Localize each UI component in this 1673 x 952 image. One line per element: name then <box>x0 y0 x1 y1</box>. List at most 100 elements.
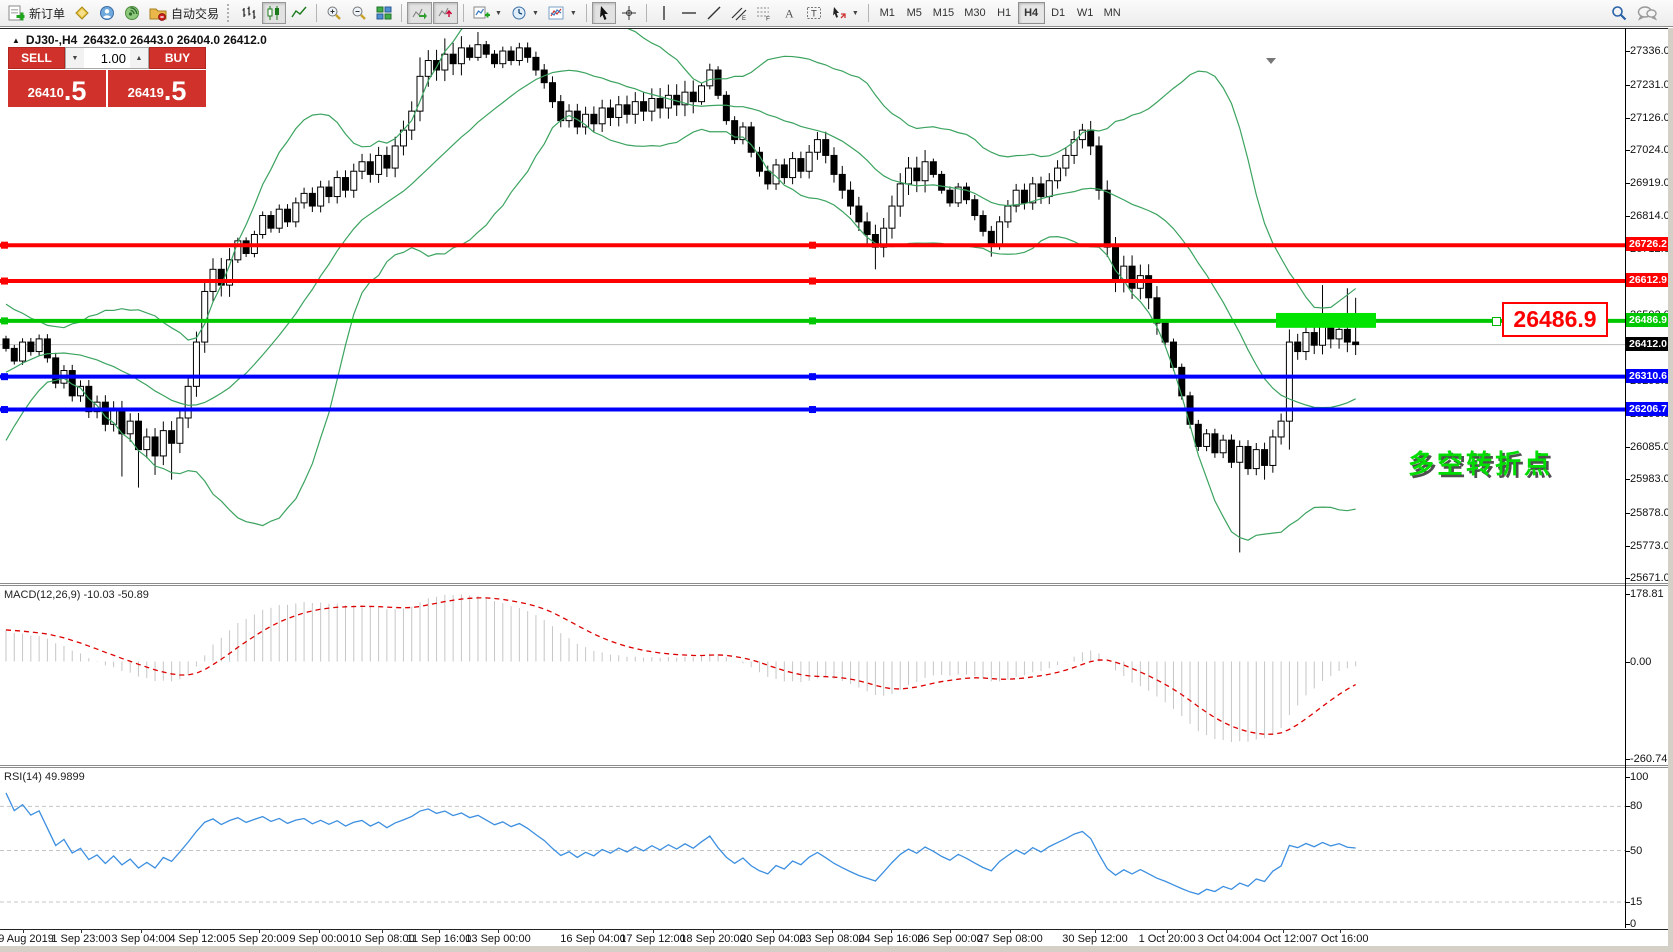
text-tool-button[interactable]: A <box>777 2 801 24</box>
time-tickmark <box>199 929 200 933</box>
text-icon: A <box>785 7 794 21</box>
time-label: 9 Sep 00:00 <box>289 933 349 945</box>
price-tick: 25878.0 <box>1630 506 1670 519</box>
line-handle[interactable] <box>1492 317 1501 326</box>
zoom-in-icon <box>327 6 341 20</box>
cursor-icon <box>599 6 608 20</box>
rsi-panel[interactable] <box>0 768 1625 928</box>
search-icon[interactable] <box>1611 5 1627 21</box>
timeframe-button-mn[interactable]: MN <box>1099 2 1126 24</box>
trendline-tool-button[interactable] <box>702 2 726 24</box>
volume-decrease-button[interactable]: ▼ <box>66 48 84 68</box>
zoom-out-button[interactable] <box>347 2 371 24</box>
time-label: 18 Sep 20:00 <box>680 933 746 945</box>
rsi-tick: 80 <box>1630 800 1643 813</box>
timeframe-button-m1[interactable]: M1 <box>874 2 901 24</box>
timeframe-button-m30[interactable]: M30 <box>959 2 990 24</box>
chart-line-button[interactable] <box>287 2 311 24</box>
autotrade-button[interactable]: 自动交易 <box>145 2 223 24</box>
price-level-tag: 26612.9 <box>1626 273 1673 288</box>
time-tickmark <box>593 929 594 933</box>
chart-shift-marker[interactable] <box>1266 58 1276 64</box>
timeframe-button-d1[interactable]: D1 <box>1045 2 1072 24</box>
toolbar-separator <box>585 4 587 22</box>
horizontal-line-tool-button[interactable] <box>677 2 701 24</box>
new-chart-icon <box>473 6 491 19</box>
volume-increase-button[interactable]: ▲ <box>130 48 148 68</box>
chat-icon[interactable] <box>1637 5 1657 21</box>
bar-chart-icon <box>242 6 256 19</box>
volume-stepper: ▼ ▲ <box>65 47 149 69</box>
price-axis-line <box>1625 28 1626 928</box>
line-chart-icon <box>291 6 307 18</box>
timeframe-button-h1[interactable]: H1 <box>991 2 1018 24</box>
bottom-strip <box>0 946 1673 952</box>
tile-windows-button[interactable] <box>372 2 396 24</box>
text-label-tool-button[interactable]: T <box>802 2 826 24</box>
zoom-in-button[interactable] <box>322 2 346 24</box>
signals-button[interactable] <box>120 2 144 24</box>
rsi-tick: 15 <box>1630 895 1643 908</box>
toolbar-separator <box>645 4 647 22</box>
period-clock-button[interactable]: ▼ <box>507 2 543 24</box>
timeframe-button-w1[interactable]: W1 <box>1072 2 1099 24</box>
panel-separator[interactable] <box>0 765 1673 768</box>
fibonacci-tool-button[interactable]: F <box>752 2 776 24</box>
rsi-tick-tickmark <box>1625 924 1630 925</box>
time-label: 1 Sep 23:00 <box>51 933 111 945</box>
time-label: 29 Aug 2019 <box>0 933 54 945</box>
chart-annotation-text[interactable]: 多空转折点 <box>1408 449 1554 479</box>
auto-scroll-button[interactable] <box>407 2 433 24</box>
profile-icon <box>75 6 89 20</box>
time-label: 5 Sep 20:00 <box>229 933 289 945</box>
profile-button[interactable] <box>70 2 94 24</box>
dropdown-caret-icon: ▼ <box>569 9 577 17</box>
vertical-line-icon <box>663 6 665 20</box>
autotrade-icon <box>149 8 167 21</box>
chart-candles-button[interactable] <box>262 2 287 24</box>
volume-input[interactable] <box>84 48 130 68</box>
time-label: 1 Oct 20:00 <box>1138 933 1196 945</box>
macd-panel[interactable] <box>0 586 1625 765</box>
toolbar-grip <box>227 4 233 22</box>
chart-bars-button[interactable] <box>237 2 261 24</box>
chart-shift-button[interactable] <box>433 2 459 24</box>
community-icon <box>100 6 115 20</box>
channel-tool-button[interactable]: E <box>727 2 751 24</box>
main-chart-panel[interactable]: ▲ DJ30-,H4 26432.0 26443.0 26404.0 26412… <box>0 28 1673 584</box>
arrows-tool-button[interactable]: ▼ <box>827 2 863 24</box>
time-label: 7 Oct 16:00 <box>1311 933 1369 945</box>
buy-price-display[interactable]: 26419 .5 <box>108 70 206 107</box>
macd-plot <box>5 594 1357 743</box>
panel-separator[interactable] <box>0 583 1673 586</box>
buy-button[interactable]: BUY <box>149 47 206 69</box>
timeframe-button-m15[interactable]: M15 <box>928 2 959 24</box>
price-tick-tickmark <box>1625 447 1630 449</box>
collapse-arrow-icon[interactable]: ▲ <box>12 35 20 45</box>
macd-tick-tickmark <box>1625 759 1630 761</box>
cursor-tool-button[interactable] <box>591 2 616 24</box>
indicators-button[interactable]: ▼ <box>544 2 581 24</box>
sell-button[interactable]: SELL <box>8 47 65 69</box>
price-callout-label[interactable]: 26486.9 <box>1502 302 1608 337</box>
crosshair-tool-button[interactable] <box>617 2 641 24</box>
time-tickmark <box>81 929 82 933</box>
macd-tick: -260.74 <box>1630 753 1668 766</box>
time-label: 11 Sep 16:00 <box>406 933 472 945</box>
time-label: 24 Sep 16:00 <box>858 933 924 945</box>
community-button[interactable] <box>95 2 119 24</box>
trendline-icon <box>707 6 721 20</box>
sell-price-display[interactable]: 26410 .5 <box>8 70 106 107</box>
price-level-tag: 26726.2 <box>1626 237 1673 252</box>
time-label: 4 Sep 12:00 <box>169 933 229 945</box>
new-order-button[interactable]: 新订单 <box>4 2 69 24</box>
vertical-line-tool-button[interactable] <box>652 2 676 24</box>
time-tickmark <box>23 929 24 933</box>
timeframe-button-m5[interactable]: M5 <box>901 2 928 24</box>
chart-title-row: ▲ DJ30-,H4 26432.0 26443.0 26404.0 26412… <box>12 33 267 47</box>
svg-text:T: T <box>811 9 817 20</box>
timeframe-button-h4[interactable]: H4 <box>1017 2 1045 24</box>
new-chart-button[interactable]: ▼ <box>469 2 506 24</box>
